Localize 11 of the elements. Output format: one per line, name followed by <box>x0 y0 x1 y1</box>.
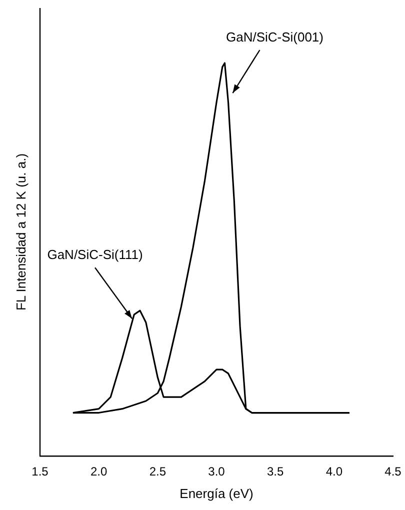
x-axis-title: Energía (eV) <box>180 486 254 501</box>
y-axis-title: FL Intensidad a 12 K (u. a.) <box>14 153 29 311</box>
x-tick-label: 4.0 <box>326 464 343 479</box>
x-tick-label: 2.5 <box>149 464 166 479</box>
series-label: GaN/SiC-Si(001) <box>226 30 324 45</box>
x-tick-label: 3.0 <box>208 464 226 479</box>
text: GaN/SiC-Si(111) <box>47 247 143 262</box>
x-tick-label: 1.5 <box>32 464 49 479</box>
x-tick-label: 3.5 <box>266 464 284 479</box>
x-tick-label: 2.0 <box>90 464 108 479</box>
x-tick-label: 4.5 <box>384 464 402 479</box>
